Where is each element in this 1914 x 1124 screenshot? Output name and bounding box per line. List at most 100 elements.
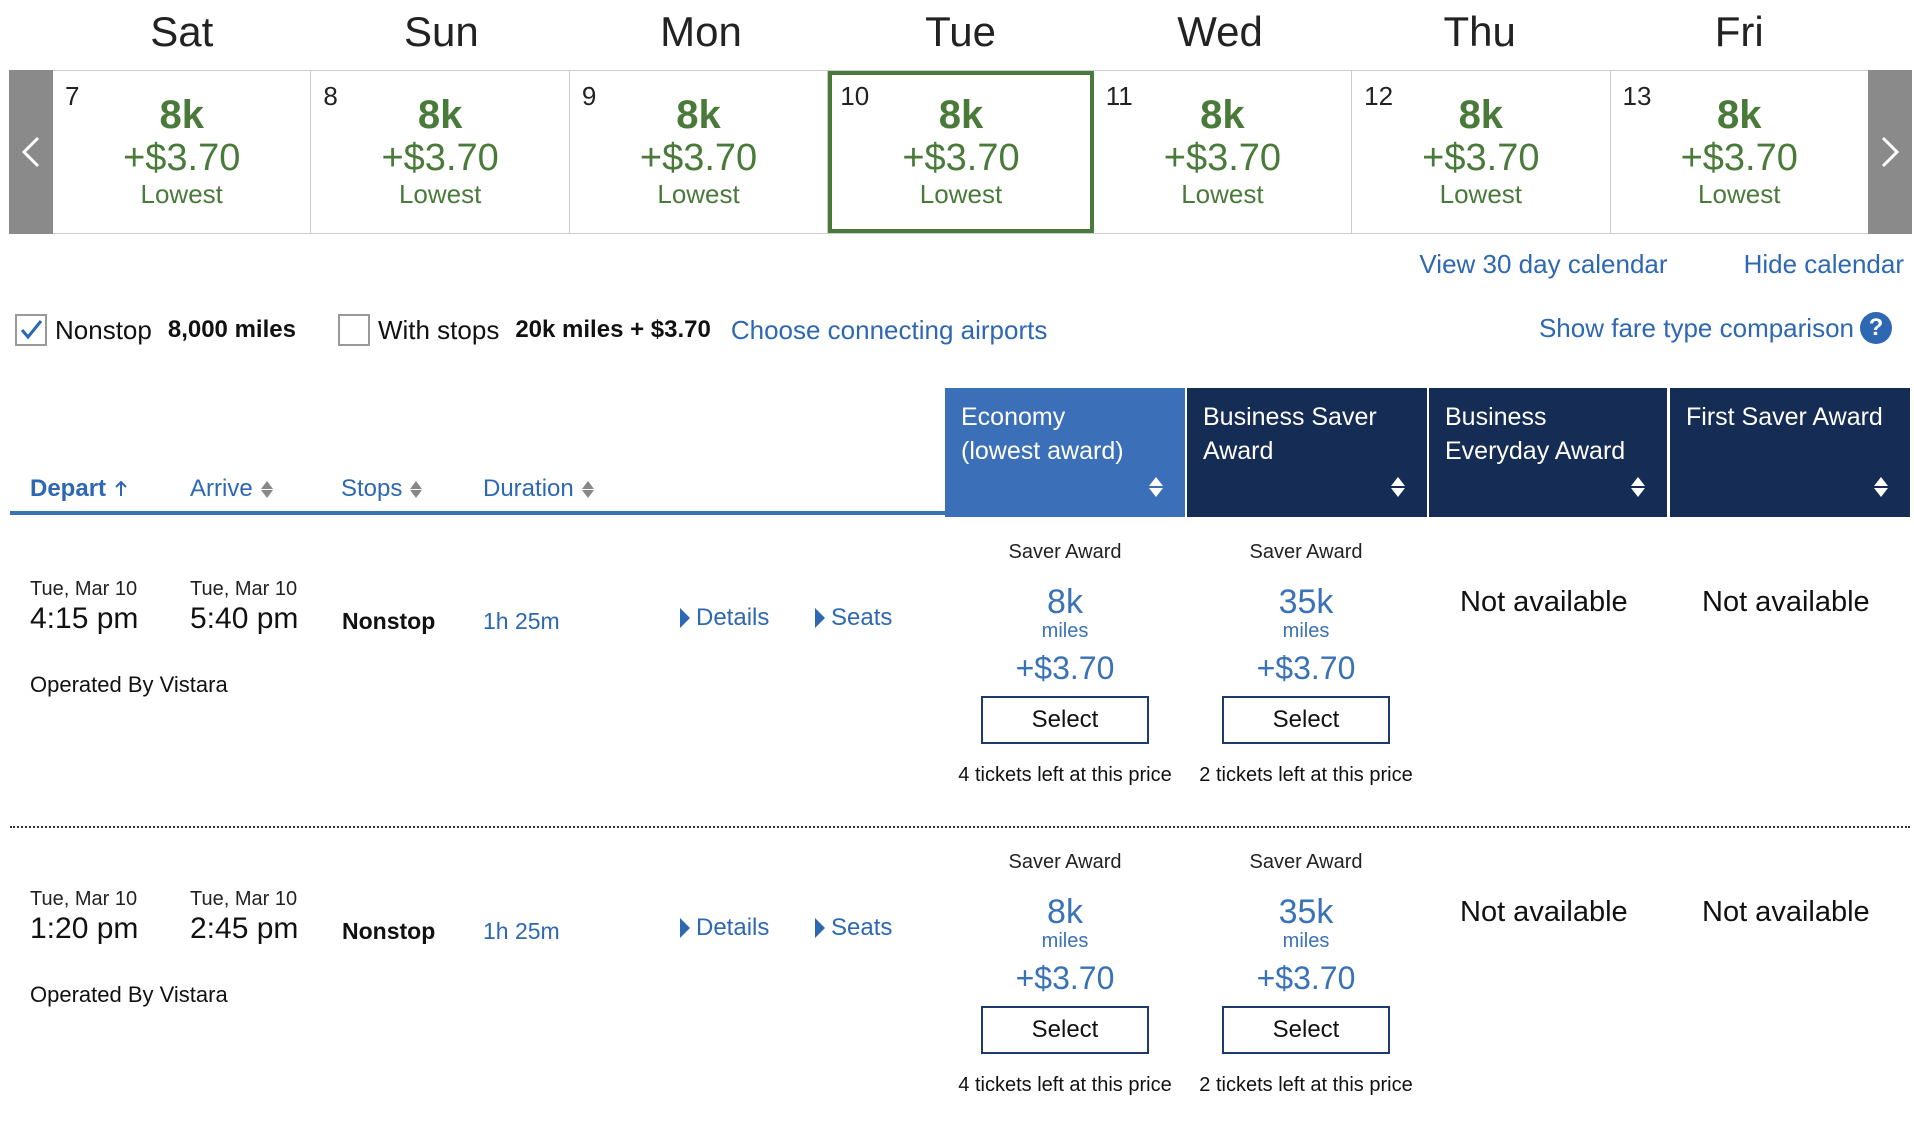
seats-link[interactable]: Seats bbox=[815, 914, 892, 942]
day-name: Wed bbox=[1177, 8, 1263, 55]
caret-right-icon bbox=[815, 918, 825, 938]
sort-arrive[interactable]: Arrive bbox=[190, 475, 273, 503]
day-price: +$3.70 bbox=[1680, 137, 1798, 179]
calendar-links: View 30 day calendar Hide calendar bbox=[1419, 249, 1904, 280]
sort-arrows-icon bbox=[260, 480, 273, 498]
hide-calendar-link[interactable]: Hide calendar bbox=[1743, 249, 1904, 279]
calendar-prev-button[interactable] bbox=[9, 70, 53, 234]
fare-price: +$3.70 bbox=[1256, 960, 1356, 996]
sort-arrows-icon bbox=[1391, 477, 1405, 497]
sort-stops[interactable]: Stops bbox=[341, 475, 423, 503]
day-name: Sun bbox=[404, 8, 479, 55]
cabin-economy-header[interactable]: Economy (lowest award) bbox=[945, 388, 1185, 517]
details-link[interactable]: Details bbox=[680, 604, 769, 632]
day-lowest-label: Lowest bbox=[140, 179, 223, 209]
fare-unit: miles bbox=[1041, 930, 1089, 952]
fare-miles: 8k bbox=[1047, 893, 1083, 931]
day-number: 13 bbox=[1622, 81, 1652, 111]
calendar-day[interactable]: 8 8k +$3.70 Lowest bbox=[311, 71, 570, 233]
fare-business-saver: Saver Award 35k miles +$3.70 Select 2 ti… bbox=[1186, 850, 1426, 1097]
day-lowest-label: Lowest bbox=[657, 179, 740, 209]
calendar-next-button[interactable] bbox=[1868, 70, 1912, 234]
nonstop-price: 8,000 miles bbox=[167, 316, 296, 343]
depart-time: 1:20 pm bbox=[30, 912, 139, 945]
with-stops-checkbox[interactable] bbox=[337, 314, 370, 346]
show-fare-type-comparison-link[interactable]: Show fare type comparison bbox=[1538, 312, 1854, 343]
nonstop-checkbox[interactable] bbox=[15, 314, 47, 346]
arrow-up-icon bbox=[115, 480, 127, 496]
cabin-label-line1: Economy bbox=[961, 403, 1066, 431]
sort-arrive-label: Arrive bbox=[190, 475, 253, 502]
select-button[interactable]: Select bbox=[981, 696, 1149, 744]
cabin-label-line1: Business Saver bbox=[1203, 403, 1377, 431]
seats-label: Seats bbox=[831, 604, 893, 631]
cabin-label-line2: (lowest award) bbox=[961, 437, 1124, 465]
calendar-day[interactable]: 9 8k +$3.70 Lowest bbox=[570, 71, 829, 233]
cabin-label-line2: Everyday Award bbox=[1445, 437, 1626, 465]
help-icon[interactable]: ? bbox=[1860, 312, 1892, 344]
fare-unit: miles bbox=[1282, 930, 1330, 952]
fare-type: Saver Award bbox=[1008, 851, 1122, 873]
select-button[interactable]: Select bbox=[981, 1006, 1149, 1054]
fare-miles: 35k bbox=[1278, 893, 1334, 931]
with-stops-price: 20k miles + $3.70 bbox=[515, 316, 711, 343]
calendar-day[interactable]: 13 8k +$3.70 Lowest bbox=[1611, 71, 1868, 233]
fare-type: Saver Award bbox=[1008, 541, 1122, 563]
sort-duration[interactable]: Duration bbox=[483, 475, 594, 503]
sort-arrows-icon bbox=[1149, 477, 1163, 497]
flight-stops: Nonstop bbox=[342, 918, 436, 944]
day-price: +$3.70 bbox=[381, 137, 499, 179]
day-name-header: Sat Sun Mon Tue Wed Thu Fri bbox=[52, 0, 1869, 70]
day-miles: 8k bbox=[676, 93, 721, 137]
calendar-day-selected[interactable]: 10 8k +$3.70 Lowest bbox=[828, 71, 1094, 233]
not-available: Not available bbox=[1702, 586, 1870, 618]
day-name: Mon bbox=[660, 8, 742, 55]
cabin-label-line1: First Saver Award bbox=[1686, 403, 1883, 431]
day-lowest-label: Lowest bbox=[1439, 179, 1523, 209]
sort-arrows-icon bbox=[1874, 477, 1888, 497]
seats-label: Seats bbox=[831, 914, 893, 941]
calendar-day[interactable]: 11 8k +$3.70 Lowest bbox=[1094, 71, 1353, 233]
flight-stops: Nonstop bbox=[342, 608, 436, 634]
arrive-date: Tue, Mar 10 bbox=[190, 578, 298, 600]
day-name: Thu bbox=[1443, 8, 1516, 55]
flight-duration: 1h 25m bbox=[483, 608, 560, 634]
day-lowest-label: Lowest bbox=[1698, 179, 1781, 209]
day-number: 10 bbox=[840, 81, 870, 111]
sort-header: Depart Arrive Stops Duration bbox=[10, 465, 945, 515]
choose-connecting-airports-link[interactable]: Choose connecting airports bbox=[730, 314, 1048, 345]
seats-link[interactable]: Seats bbox=[815, 604, 892, 632]
view-30-day-calendar-link[interactable]: View 30 day calendar bbox=[1419, 249, 1668, 279]
arrive-time: 2:45 pm bbox=[190, 912, 299, 945]
day-miles: 8k bbox=[417, 93, 463, 137]
cabin-business-saver-header[interactable]: Business Saver Award bbox=[1187, 388, 1427, 517]
day-miles: 8k bbox=[938, 93, 984, 137]
day-lowest-label: Lowest bbox=[1181, 179, 1264, 209]
operated-by: Operated By Vistara bbox=[30, 982, 228, 1007]
cabin-business-everyday-header[interactable]: Business Everyday Award bbox=[1429, 388, 1667, 517]
operated-by: Operated By Vistara bbox=[30, 672, 228, 697]
tickets-left: 2 tickets left at this price bbox=[1199, 1074, 1413, 1096]
select-button[interactable]: Select bbox=[1222, 696, 1390, 744]
details-link[interactable]: Details bbox=[680, 914, 769, 942]
fare-type: Saver Award bbox=[1249, 541, 1363, 563]
tickets-left: 4 tickets left at this price bbox=[958, 1074, 1172, 1096]
fare-comparison: Show fare type comparison ? bbox=[1539, 312, 1892, 344]
sort-depart[interactable]: Depart bbox=[30, 475, 128, 503]
details-label: Details bbox=[696, 914, 770, 941]
depart-time: 4:15 pm bbox=[30, 602, 139, 635]
sort-duration-label: Duration bbox=[483, 475, 574, 502]
sort-depart-label: Depart bbox=[30, 475, 107, 502]
fare-unit: miles bbox=[1282, 620, 1330, 642]
select-button[interactable]: Select bbox=[1222, 1006, 1390, 1054]
day-miles: 8k bbox=[1458, 93, 1504, 137]
day-lowest-label: Lowest bbox=[919, 179, 1003, 209]
cabin-first-saver-header[interactable]: First Saver Award bbox=[1670, 388, 1910, 517]
calendar-day[interactable]: 7 8k +$3.70 Lowest bbox=[53, 71, 312, 233]
fare-calendar: 7 8k +$3.70 Lowest 8 8k +$3.70 Lowest 9 … bbox=[9, 70, 1912, 234]
day-lowest-label: Lowest bbox=[398, 179, 482, 209]
calendar-day[interactable]: 12 8k +$3.70 Lowest bbox=[1352, 71, 1611, 233]
day-name: Fri bbox=[1714, 8, 1764, 55]
fare-type: Saver Award bbox=[1249, 851, 1363, 873]
fare-economy: Saver Award 8k miles +$3.70 Select 4 tic… bbox=[945, 850, 1185, 1097]
